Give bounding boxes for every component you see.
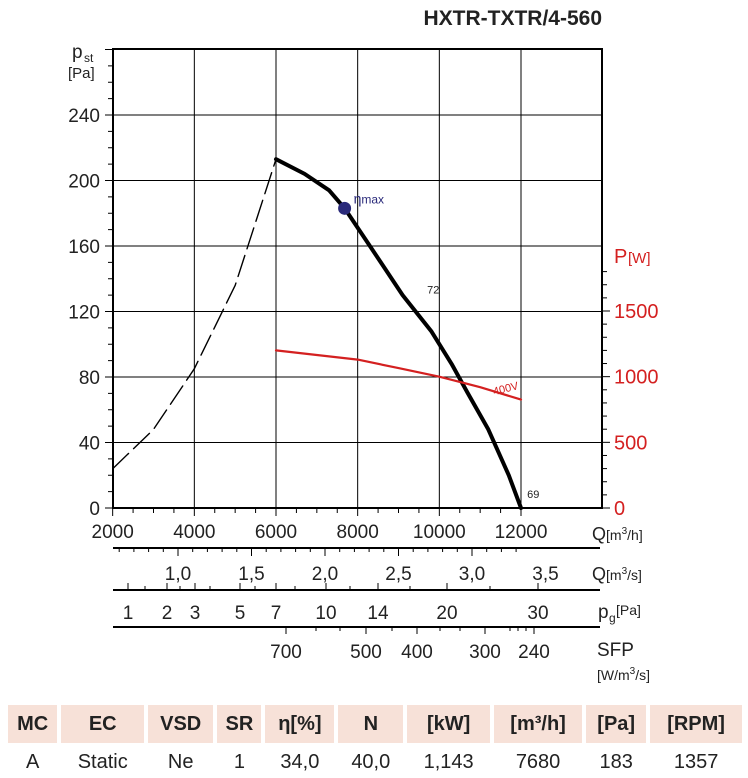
p-tick-label-2: 1000	[614, 367, 659, 389]
series-power	[274, 349, 523, 401]
sfp-axis-unit: [W/m3/s]	[597, 666, 650, 683]
curves	[112, 157, 523, 510]
m3s-axis-label: Q[m3/s]	[592, 564, 642, 584]
spec-header-flow: [m³/h]	[493, 705, 583, 743]
spec-header-sr: SR	[217, 705, 262, 743]
chart-title: HXTR-TXTR/4-560	[423, 7, 602, 30]
pg-label-2: 3	[190, 603, 201, 624]
m3s-label-1: 1,5	[238, 564, 264, 585]
pg-label-6: 14	[367, 603, 389, 624]
spec-value-n: 40,0	[351, 750, 391, 773]
pg-label-5: 10	[315, 603, 336, 624]
p-axis-label: P	[614, 246, 627, 268]
sfp-axis-label: SFP	[597, 640, 634, 661]
pg-label-7: 20	[436, 603, 457, 624]
p-tick-label-0: 0	[614, 498, 625, 520]
spec-value-mc: A	[26, 750, 40, 773]
pg-label-4: 7	[271, 603, 282, 624]
sfp-label-2: 400	[401, 642, 433, 663]
pg-label-1: 2	[162, 603, 173, 624]
p-tick-label-3: 1500	[614, 301, 659, 323]
m3s-label-3: 2,5	[385, 564, 411, 585]
spec-header-vsd: VSD	[148, 705, 214, 743]
spec-value-ec: Static	[77, 750, 128, 773]
x-tick-label-2: 6000	[255, 522, 297, 543]
spec-value-vsd: Ne	[167, 750, 194, 773]
y-tick-label-2: 80	[79, 368, 100, 389]
y-tick-label-5: 200	[68, 172, 100, 193]
y-tick-label-6: 240	[68, 106, 100, 127]
eff-72-label: 72	[427, 284, 439, 296]
spec-value-kw: 1,143	[423, 750, 474, 773]
spec-header-ec: EC	[61, 705, 145, 743]
pg-label-3: 5	[235, 603, 246, 624]
spec-header-mc: MC	[8, 705, 58, 743]
p-tick-label-1: 500	[614, 432, 647, 454]
spec-header-pa: [Pa]	[586, 705, 647, 743]
x-axis-label: Q[m3/h]	[592, 524, 643, 544]
y-tick-label-1: 40	[79, 434, 100, 455]
sfp-label-3: 300	[469, 642, 501, 663]
y-tick-label-3: 120	[68, 303, 100, 324]
axis-labels: 0 40 80 120 160 200 240 p st[Pa] 0 500 1000 1500 P [W]…	[68, 42, 659, 544]
series-pressure-extrapolated	[112, 158, 277, 470]
spec-value-sr: 1	[233, 750, 245, 773]
m3s-label-2: 2,0	[312, 564, 338, 585]
spec-header-rpm: [RPM]	[650, 705, 742, 743]
pg-label-8: 30	[527, 603, 548, 624]
m3s-label-5: 3,5	[532, 564, 558, 585]
y-tick-label-0: 0	[89, 499, 100, 520]
spec-value-flow: 7680	[515, 750, 561, 773]
eff-69-label: 69	[527, 489, 539, 501]
pg-axis-label: p	[598, 602, 609, 623]
pg-label-0: 1	[123, 603, 134, 624]
x-tick-label-0: 2000	[92, 522, 134, 543]
spec-header-n: N	[338, 705, 404, 743]
spec-value-pa: 183	[599, 750, 633, 773]
x-tick-label-3: 8000	[337, 522, 379, 543]
p-axis-unit: [W]	[628, 250, 651, 267]
series-pressure	[274, 157, 523, 510]
spec-value-eta: 34,0	[280, 750, 320, 773]
spec-value-rpm: 1357	[673, 750, 719, 773]
x-tick-label-1: 4000	[173, 522, 215, 543]
m3s-label-4: 3,0	[459, 564, 485, 585]
pg-axis-label-sub: g	[609, 611, 616, 625]
secondary-scales: 1,0 1,5 2,0 2,5 3,0 3,5 Q[m3/s] 1 2 3 5 7 10 14 20 30 p g…	[113, 547, 650, 683]
y-tick-label-4: 160	[68, 237, 100, 258]
y-axis-unit: [Pa]	[68, 65, 95, 82]
m3s-label-0: 1,0	[165, 564, 191, 585]
spec-value-row: A Static Ne 1 34,0 40,0 1,143 7680 183 1…	[8, 743, 742, 778]
x-tick-label-5: 12000	[495, 522, 548, 543]
sfp-label-4: 240	[518, 642, 550, 663]
y-axis-label: p	[72, 42, 83, 63]
sfp-label-0: 700	[270, 642, 302, 663]
x-tick-label-4: 10000	[413, 522, 466, 543]
eta-max-label: ηmax	[354, 190, 384, 206]
plot-grid	[105, 48, 610, 516]
spec-table: MC EC VSD SR η[%] N [kW] [m³/h] [Pa] [RP…	[4, 705, 746, 778]
y-axis-label-sub: st	[84, 51, 94, 65]
spec-header-eta: η[%]	[265, 705, 335, 743]
spec-header-kw: [kW]	[407, 705, 490, 743]
sfp-label-1: 500	[350, 642, 382, 663]
pg-axis-unit: [Pa]	[616, 602, 641, 618]
spec-header-row: MC EC VSD SR η[%] N [kW] [m³/h] [Pa] [RP…	[8, 705, 742, 743]
eta-max-marker	[338, 201, 352, 215]
